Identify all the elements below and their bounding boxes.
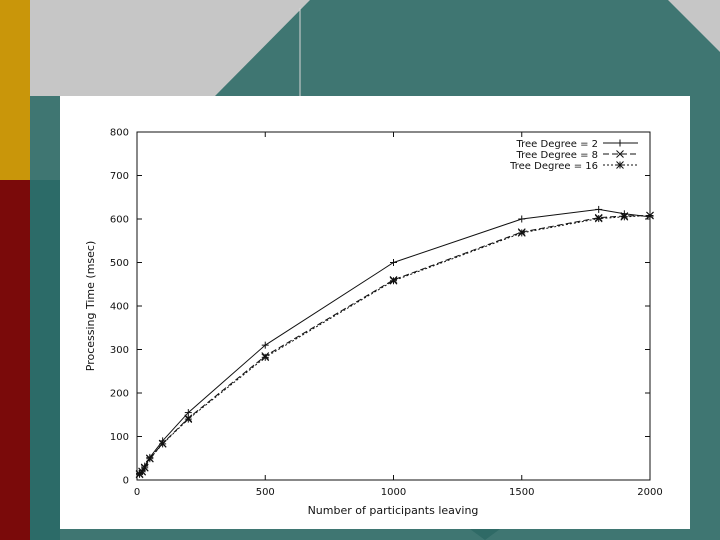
- series-line: [139, 215, 651, 475]
- data-point-marker: [140, 463, 149, 472]
- x-tick-label: 0: [134, 487, 140, 498]
- y-tick-label: 500: [110, 258, 129, 269]
- series-2: [135, 211, 654, 478]
- gray-top-panel: [30, 0, 310, 96]
- y-tick-label: 100: [110, 432, 129, 443]
- data-point-marker: [646, 211, 654, 220]
- y-tick-label: 0: [123, 476, 129, 487]
- series-lines: [135, 205, 654, 479]
- x-tick-label: 1500: [509, 487, 534, 498]
- series-1: [136, 205, 654, 477]
- series-line: [139, 208, 651, 474]
- x-tick-label: 500: [256, 487, 275, 498]
- y-tick-label: 300: [110, 345, 129, 356]
- y-axis-label: Processing Time (msec): [84, 241, 97, 372]
- legend-marker: [616, 161, 624, 169]
- legend-marker: [616, 150, 624, 158]
- series-line: [139, 215, 651, 475]
- series-3: [135, 211, 654, 479]
- plot-card: 0 500 1000 1500 2000 0 100 200 300 400 500 600 700 80…: [60, 96, 690, 529]
- gray-right-corner: [668, 0, 720, 52]
- legend-label: Tree Degree = 16: [509, 161, 598, 172]
- y-tick-label: 400: [110, 302, 129, 313]
- data-point-marker: [517, 229, 526, 237]
- red-accent-bar: [0, 180, 30, 540]
- y-tick-label: 700: [110, 171, 129, 182]
- legend-label: Tree Degree = 8: [515, 150, 598, 161]
- x-axis-label: Number of participants leaving: [308, 504, 479, 517]
- data-point-marker: [261, 353, 270, 362]
- data-point-marker: [184, 415, 193, 423]
- y-tick-label: 800: [110, 128, 129, 139]
- teal-accent-bar: [30, 180, 60, 540]
- x-tick-label: 1000: [381, 487, 406, 498]
- axis-ticks: 0 500 1000 1500 2000 0 100 200 300 400 500 600 700 80…: [110, 128, 663, 499]
- gold-accent-bar: [0, 0, 30, 180]
- data-point-marker: [389, 276, 398, 285]
- data-point-marker: [158, 440, 167, 448]
- y-tick-label: 600: [110, 215, 129, 226]
- plot-frame: [136, 131, 651, 481]
- processing-time-chart: 0 500 1000 1500 2000 0 100 200 300 400 500 600 700 80…: [84, 128, 663, 518]
- data-point-marker: [594, 214, 603, 223]
- teal-corner-shape: [470, 529, 500, 540]
- x-tick-label: 2000: [637, 487, 662, 498]
- data-point-marker: [145, 454, 154, 463]
- y-tick-label: 200: [110, 389, 129, 400]
- legend-label: Tree Degree = 2: [515, 139, 598, 150]
- data-point-marker: [620, 212, 629, 221]
